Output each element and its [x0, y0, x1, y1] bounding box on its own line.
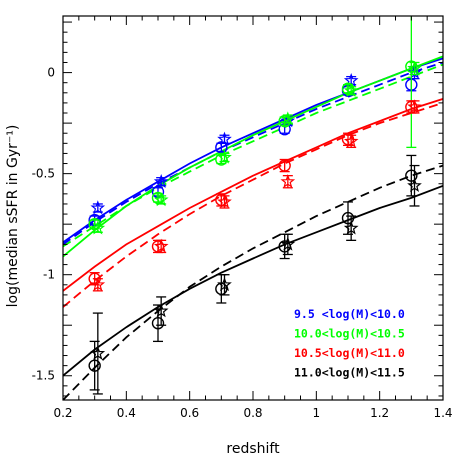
fit-curve-2-solid: [63, 98, 443, 292]
x-tick-label: 1.2: [370, 406, 389, 420]
star-point-s0-0: [90, 200, 106, 215]
circle-point-s2-3: [278, 159, 291, 172]
y-tick-label: -0.5: [32, 167, 55, 181]
legend-entry-0: 9.5 <log(M)<10.0: [294, 307, 405, 321]
star-point-s3-2: [217, 277, 232, 292]
star-point-s0-2: [217, 131, 232, 146]
fit-curve-2-dashed: [63, 102, 443, 308]
star-point-s2-5: [407, 99, 422, 114]
star-point-s1-4: [343, 83, 359, 97]
x-axis-title: redshift: [226, 441, 280, 457]
star-point-s1-2: [217, 149, 232, 164]
star-point-s3-3: [280, 236, 296, 251]
x-tick-label: 0.6: [180, 406, 199, 420]
y-tick-label: 0: [47, 66, 55, 80]
x-tick-label: 0.4: [117, 406, 136, 420]
fit-curve-3-dashed: [63, 164, 443, 400]
legend-entry-3: 11.0<log(M)<11.5: [294, 366, 405, 380]
plot-frame: [62, 15, 444, 401]
fit-curve-1-solid: [63, 55, 443, 258]
legend-entry-1: 10.0<log(M)<10.5: [294, 327, 405, 341]
circle-point-s3-4: [341, 211, 355, 225]
star-point-s1-3: [280, 111, 296, 126]
fit-curve-0-dashed: [63, 61, 443, 246]
star-point-s1-5: [407, 60, 422, 75]
legend: 9.5 <log(M)<10.0 10.0<log(M)<10.5 10.5<log…: [294, 307, 405, 380]
star-point-s2-4: [343, 133, 359, 148]
star-point-s2-1: [153, 238, 169, 253]
star-point-s3-4: [343, 220, 359, 235]
fit-curve-0-solid: [63, 57, 443, 244]
star-point-s2-2: [217, 194, 232, 209]
star-point-s3-5: [407, 178, 422, 192]
legend-entry-2: 10.5<log(M)<11.0: [294, 346, 405, 360]
star-point-s2-3: [280, 173, 296, 189]
x-tick-label: 1.4: [433, 406, 452, 420]
circle-point-s3-5: [405, 169, 418, 182]
y-tick-label: -1.5: [32, 369, 55, 383]
circle-point-s3-1: [151, 317, 165, 330]
plot-content: [63, 16, 443, 400]
fit-curve-3-solid: [63, 184, 443, 377]
star-point-s1-1: [153, 192, 169, 207]
y-tick-label: -1: [43, 268, 55, 282]
x-tick-label: 1: [313, 406, 321, 420]
circle-point-s3-0: [88, 359, 101, 372]
axes: 0.2 0.4 0.6 0.8 1 1.2 1.4 0 -0.5 -1 -1.5: [32, 15, 453, 420]
fit-curve-1-dashed: [63, 63, 443, 248]
star-point-s1-0: [90, 220, 106, 235]
star-point-s2-0: [90, 277, 106, 292]
y-axis-title: log(median sSFR in Gyr⁻¹): [5, 125, 21, 308]
x-tick-label: 0.8: [243, 406, 262, 420]
plot-area: [63, 16, 443, 400]
x-tick-label: 0.2: [53, 406, 72, 420]
star-point-s0-1: [153, 173, 169, 189]
star-point-s3-0: [90, 345, 106, 360]
star-point-s3-1: [153, 303, 169, 318]
